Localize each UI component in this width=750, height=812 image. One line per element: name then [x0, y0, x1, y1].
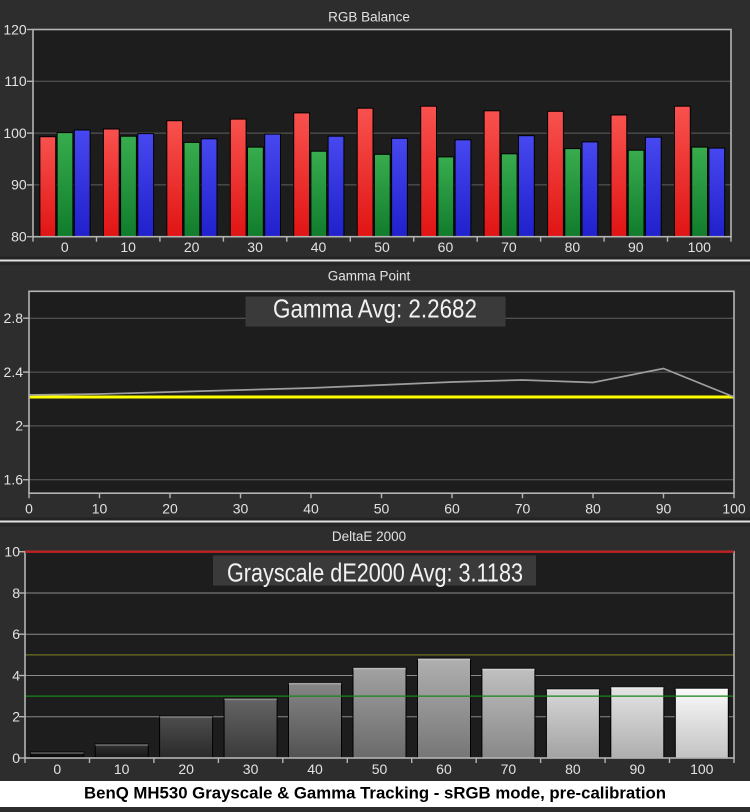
svg-text:80: 80 — [565, 761, 581, 777]
svg-text:80: 80 — [11, 229, 27, 245]
svg-text:20: 20 — [162, 501, 178, 517]
svg-text:4: 4 — [12, 667, 20, 683]
svg-text:110: 110 — [4, 73, 27, 89]
svg-text:20: 20 — [184, 239, 200, 255]
svg-text:10: 10 — [92, 501, 108, 517]
svg-text:60: 60 — [438, 239, 454, 255]
svg-text:10: 10 — [4, 544, 20, 560]
svg-text:BenQ MH530 Grayscale & Gamma T: BenQ MH530 Grayscale & Gamma Tracking - … — [84, 785, 666, 803]
svg-text:40: 40 — [311, 239, 327, 255]
svg-text:DeltaE 2000: DeltaE 2000 — [332, 529, 406, 544]
svg-text:100: 100 — [3, 125, 27, 141]
svg-text:90: 90 — [11, 177, 27, 193]
svg-text:0: 0 — [61, 239, 69, 255]
svg-text:120: 120 — [3, 21, 27, 37]
svg-text:100: 100 — [690, 761, 714, 777]
svg-text:30: 30 — [243, 761, 259, 777]
svg-text:50: 50 — [372, 761, 388, 777]
svg-text:100: 100 — [722, 501, 746, 517]
svg-text:1.6: 1.6 — [4, 472, 24, 488]
svg-text:50: 50 — [374, 501, 390, 517]
svg-text:2: 2 — [12, 709, 20, 725]
svg-text:80: 80 — [585, 501, 601, 517]
svg-text:90: 90 — [628, 239, 644, 255]
svg-text:Grayscale dE2000 Avg: 3.1183: Grayscale dE2000 Avg: 3.1183 — [227, 558, 523, 588]
svg-text:0: 0 — [53, 761, 61, 777]
svg-text:0: 0 — [12, 750, 20, 766]
svg-text:Gamma Avg: 2.2682: Gamma Avg: 2.2682 — [273, 294, 477, 324]
svg-text:50: 50 — [374, 239, 390, 255]
svg-text:80: 80 — [565, 239, 581, 255]
svg-text:2.4: 2.4 — [4, 364, 24, 380]
svg-text:40: 40 — [307, 761, 323, 777]
svg-text:RGB Balance: RGB Balance — [328, 10, 410, 25]
svg-text:70: 70 — [501, 239, 517, 255]
svg-text:Gamma Point: Gamma Point — [328, 269, 411, 284]
svg-text:10: 10 — [114, 761, 130, 777]
svg-text:30: 30 — [233, 501, 249, 517]
svg-text:10: 10 — [120, 239, 136, 255]
svg-text:6: 6 — [12, 626, 20, 642]
svg-text:40: 40 — [303, 501, 319, 517]
svg-text:8: 8 — [12, 585, 20, 601]
svg-text:60: 60 — [444, 501, 460, 517]
svg-text:0: 0 — [25, 501, 33, 517]
svg-text:100: 100 — [688, 239, 712, 255]
svg-text:90: 90 — [630, 761, 646, 777]
svg-text:70: 70 — [501, 761, 517, 777]
svg-text:2.8: 2.8 — [4, 310, 24, 326]
svg-text:70: 70 — [515, 501, 531, 517]
svg-text:60: 60 — [436, 761, 452, 777]
svg-text:2: 2 — [15, 418, 23, 434]
svg-text:20: 20 — [178, 761, 194, 777]
svg-text:90: 90 — [656, 501, 672, 517]
svg-text:30: 30 — [247, 239, 263, 255]
